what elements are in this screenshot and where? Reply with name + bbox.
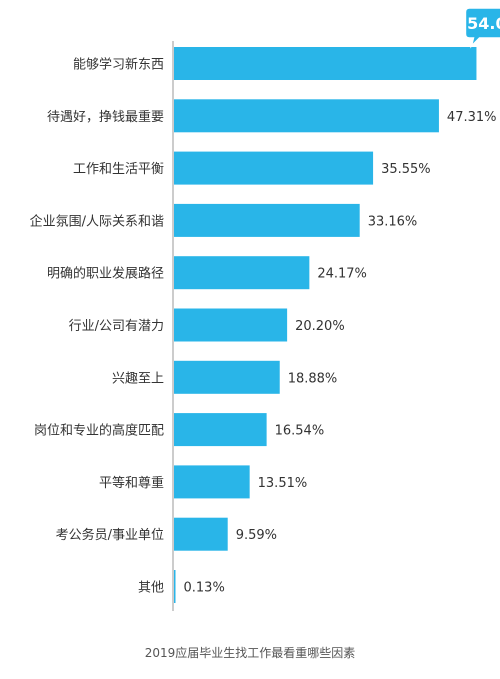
value-label: 0.13%: [184, 581, 225, 596]
value-label: 35.55%: [381, 162, 431, 177]
category-label: 能够学习新东西: [73, 57, 164, 73]
bar: [174, 570, 176, 603]
value-label: 16.54%: [275, 424, 325, 439]
category-label: 其他: [138, 581, 164, 596]
category-label: 行业/公司有潜力: [69, 319, 164, 334]
bar: [174, 308, 288, 342]
value-callout: [464, 7, 500, 49]
bar: [174, 360, 280, 394]
bar: [174, 465, 250, 499]
category-label: 兴趣至上: [112, 371, 164, 386]
value-label: 13.51%: [258, 476, 308, 491]
value-label: 24.17%: [317, 267, 367, 282]
category-label: 岗位和专业的高度匹配: [34, 423, 164, 439]
bar: [174, 47, 477, 80]
category-label: 企业氛围/人际关系和谐: [30, 213, 164, 229]
value-label: 9.59%: [236, 528, 277, 543]
category-label: 考公务员/事业单位: [56, 527, 164, 543]
bar: [174, 256, 310, 290]
bar: [174, 413, 267, 447]
category-label: 工作和生活平衡: [73, 162, 164, 177]
category-label: 待遇好，挣钱最重要: [47, 109, 164, 125]
value-label: 47.31%: [447, 110, 497, 125]
bar: [174, 203, 360, 237]
value-label: 54.01%: [467, 14, 500, 33]
value-label: 33.16%: [368, 214, 418, 229]
value-label: 20.20%: [295, 319, 345, 334]
bar: [174, 517, 228, 551]
value-label: 18.88%: [288, 371, 338, 386]
category-label: 平等和尊重: [99, 475, 164, 491]
bar: [174, 99, 439, 133]
category-label: 明确的职业发展路径: [47, 266, 164, 282]
bar: [174, 151, 374, 185]
chart-caption: 2019应届毕业生找工作最看重哪些因素: [144, 646, 356, 660]
